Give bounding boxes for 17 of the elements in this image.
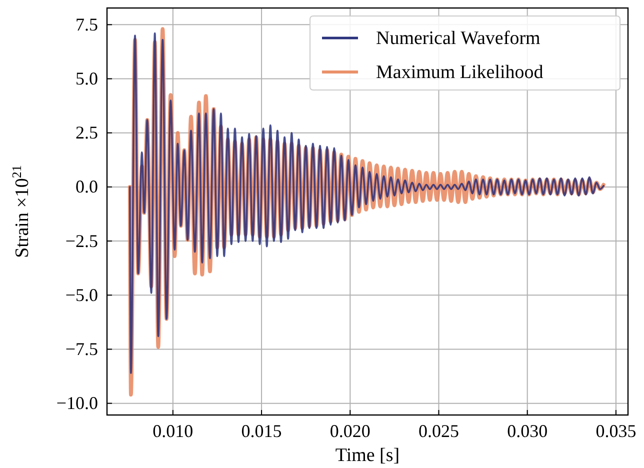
x-tick-label: 0.010 bbox=[152, 420, 194, 441]
y-tick-label: 7.5 bbox=[76, 14, 98, 34]
legend-label: Maximum Likelihood bbox=[376, 62, 544, 83]
y-tick-label: 5.0 bbox=[76, 68, 98, 89]
x-tick-label: 0.035 bbox=[596, 420, 636, 441]
y-tick-label: 0.0 bbox=[76, 176, 98, 197]
y-tick-label: 2.5 bbox=[76, 122, 98, 143]
y-tick-label: −2.5 bbox=[65, 230, 98, 251]
x-axis-title: Time [s] bbox=[335, 445, 400, 466]
x-tick-label: 0.030 bbox=[507, 420, 548, 441]
x-tick-label: 0.025 bbox=[418, 420, 459, 441]
x-tick-label: 0.020 bbox=[330, 420, 370, 441]
y-tick-label: −7.5 bbox=[65, 338, 98, 359]
y-tick-label: −5.0 bbox=[65, 284, 98, 305]
y-tick-label: −10.0 bbox=[56, 393, 98, 414]
x-tick-label: 0.015 bbox=[241, 420, 282, 441]
legend-label: Numerical Waveform bbox=[376, 28, 541, 49]
